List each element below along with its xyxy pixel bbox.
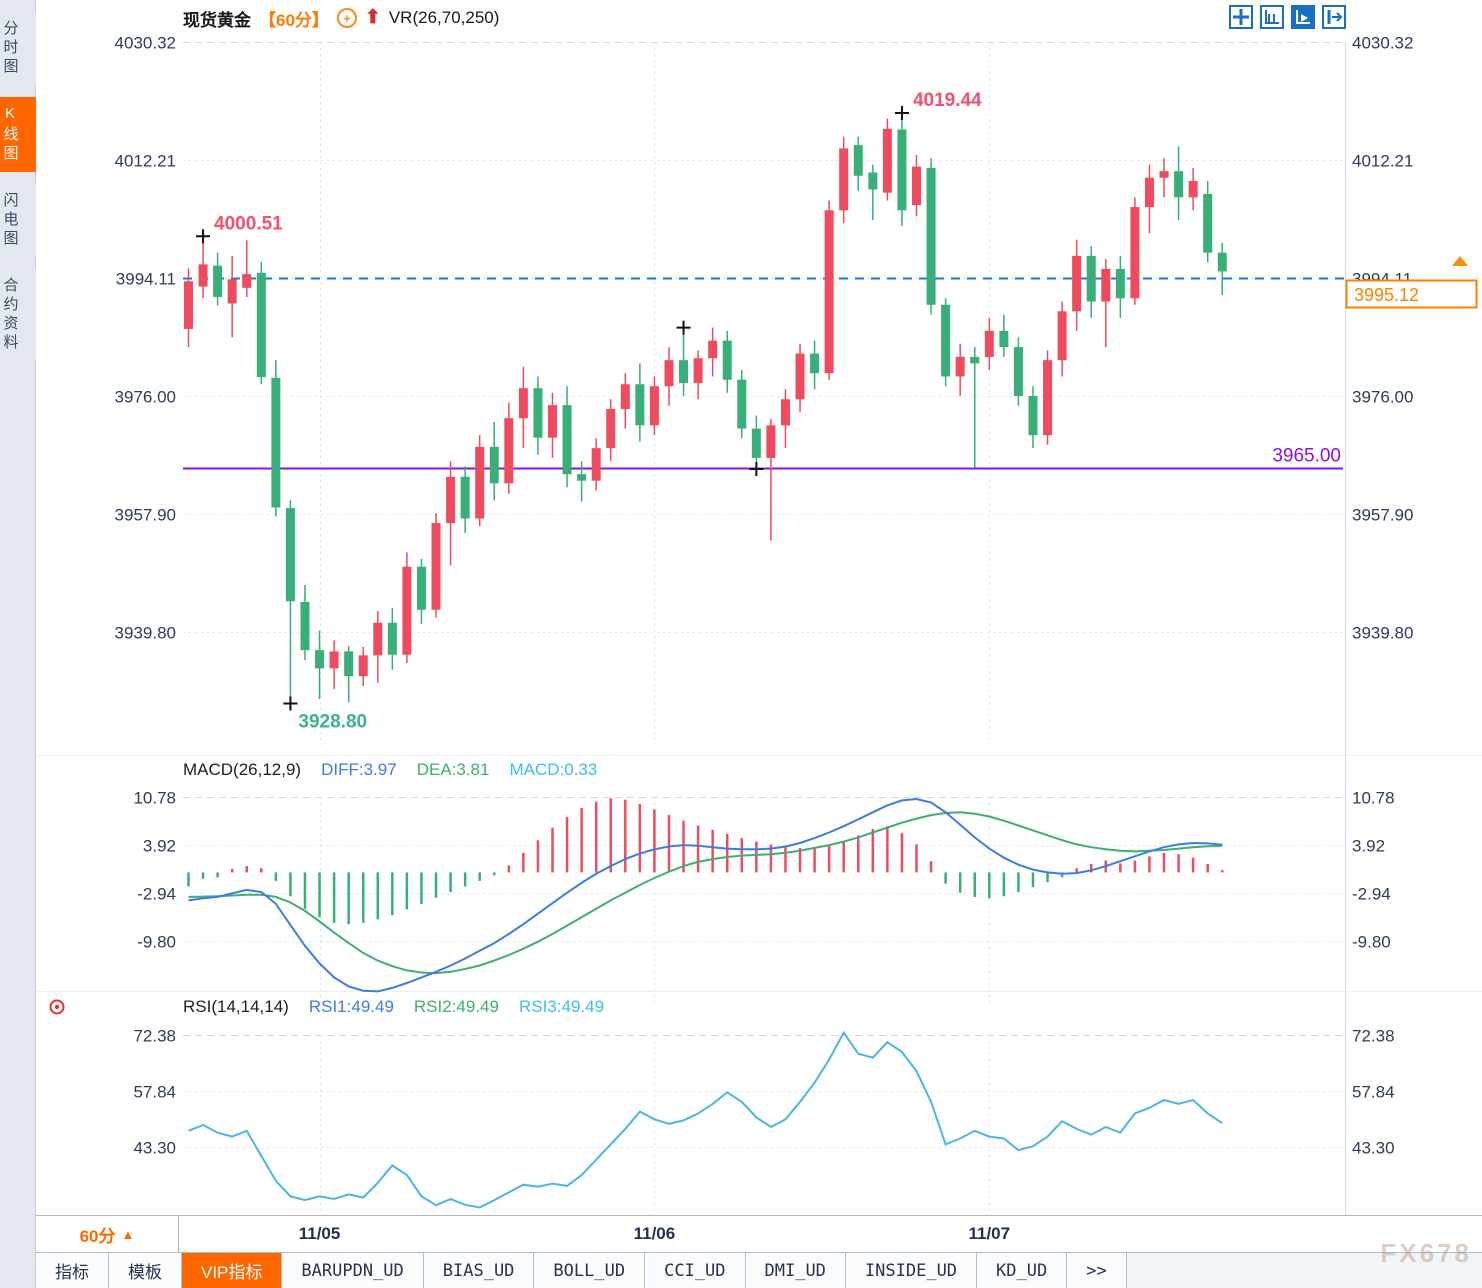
x-axis-label-2: 11/07 xyxy=(968,1224,1011,1243)
svg-text:3928.80: 3928.80 xyxy=(298,712,367,733)
chart-toolbar xyxy=(1229,5,1346,29)
svg-text:4019.44: 4019.44 xyxy=(913,90,982,111)
price-up-arrow-icon: ⬆ xyxy=(364,7,381,28)
svg-text:3939.80: 3939.80 xyxy=(1352,624,1413,643)
svg-text:57.84: 57.84 xyxy=(1352,1083,1395,1102)
chart-header: 现货黄金 【60分】 + ⬆ VR(26,70,250) xyxy=(183,5,499,31)
svg-text:-9.80: -9.80 xyxy=(1352,933,1391,952)
macd-dea-value: DEA:3.81 xyxy=(416,760,490,779)
sidebar-item-2[interactable]: 闪电图 xyxy=(0,184,36,257)
indicator-tab-6[interactable]: CCI_UD xyxy=(645,1253,746,1288)
indicator-tab-5[interactable]: BOLL_UD xyxy=(534,1253,646,1288)
indicator-tab-1[interactable]: 模板 xyxy=(109,1253,182,1288)
x-axis-label-0: 11/05 xyxy=(298,1224,341,1243)
rsi3-value: RSI3:49.49 xyxy=(518,997,605,1016)
period-selector[interactable]: 60分 ▲ xyxy=(36,1216,179,1253)
svg-text:3995.12: 3995.12 xyxy=(1354,285,1419,305)
svg-text:-2.94: -2.94 xyxy=(1352,885,1391,904)
fit-scale-icon[interactable] xyxy=(1260,5,1284,29)
watermark: FX678 xyxy=(1380,1238,1472,1268)
indicator-tab-4[interactable]: BIAS_UD xyxy=(423,1253,535,1288)
chart-type-sidebar: 分时图 K线图闪电图合约资料 xyxy=(0,0,36,1288)
svg-text:3957.90: 3957.90 xyxy=(1352,506,1413,525)
svg-text:4000.51: 4000.51 xyxy=(214,213,283,234)
current-price-tag: 3995.12 xyxy=(1345,256,1478,309)
svg-text:3.92: 3.92 xyxy=(143,837,176,856)
svg-text:3939.80: 3939.80 xyxy=(115,624,176,643)
time-axis: 60分 ▲ 11/05 11/06 11/07 xyxy=(36,1215,1482,1253)
macd-header: MACD(26,12,9) DIFF:3.97 DEA:3.81 MACD:0.… xyxy=(183,760,597,780)
pan-right-icon[interactable] xyxy=(1322,5,1346,29)
move-icon[interactable] xyxy=(1229,5,1253,29)
svg-text:3976.00: 3976.00 xyxy=(1352,388,1413,407)
svg-text:3994.11: 3994.11 xyxy=(116,270,176,289)
support-line[interactable]: 3965.00 xyxy=(183,446,1343,470)
candlestick-series xyxy=(184,112,1227,704)
indicator-tab-7[interactable]: DMI_UD xyxy=(745,1253,846,1288)
rsi-panel xyxy=(188,1030,1223,1209)
sidebar-item-3[interactable]: 合约资料 xyxy=(0,269,36,361)
macd-bar-value: MACD:0.33 xyxy=(509,760,598,779)
sidebar-item-1[interactable]: K线图 xyxy=(0,97,36,172)
indicator-tab-0[interactable]: 指标 xyxy=(36,1253,109,1288)
svg-text:3976.00: 3976.00 xyxy=(115,388,176,407)
rsi-title: RSI(14,14,14) xyxy=(183,997,289,1016)
macd-panel xyxy=(187,797,1224,993)
svg-text:4030.32: 4030.32 xyxy=(115,34,176,53)
indicator-tab-bar: 指标 模板 VIP指标 BARUPDN_UD BIAS_UD BOLL_UD CCI_UD D… xyxy=(36,1252,1482,1288)
indicator-tab-8[interactable]: INSIDE_UD xyxy=(845,1253,978,1288)
indicator-tab-3[interactable]: BARUPDN_UD xyxy=(282,1253,424,1288)
x-axis-label-1: 11/06 xyxy=(633,1224,676,1243)
svg-text:3965.00: 3965.00 xyxy=(1272,446,1341,467)
sidebar-item-0[interactable]: 分时图 xyxy=(0,12,36,85)
period-label: 60分 xyxy=(79,1226,116,1246)
rsi-header: RSI(14,14,14) RSI1:49.49 RSI2:49.49 RSI3… xyxy=(183,997,604,1017)
svg-text:4030.32: 4030.32 xyxy=(1352,34,1413,53)
svg-text:10.78: 10.78 xyxy=(1352,789,1395,808)
macd-title: MACD(26,12,9) xyxy=(183,760,302,779)
svg-text:43.30: 43.30 xyxy=(1352,1139,1395,1158)
indicator-tab-10[interactable]: >> xyxy=(1067,1253,1127,1288)
svg-text:3957.90: 3957.90 xyxy=(115,506,176,525)
indicator-tab-2[interactable]: VIP指标 xyxy=(182,1253,283,1288)
svg-text:10.78: 10.78 xyxy=(133,789,176,808)
svg-text:57.84: 57.84 xyxy=(133,1083,176,1102)
svg-text:-2.94: -2.94 xyxy=(137,885,176,904)
svg-text:3.92: 3.92 xyxy=(1352,837,1385,856)
price-annotations: 4000.51 4019.44 3928.80 xyxy=(196,90,982,733)
vr-indicator-label: VR(26,70,250) xyxy=(388,8,500,27)
macd-diff-value: DIFF:3.97 xyxy=(321,760,397,779)
crosshair-target-icon[interactable] xyxy=(48,998,66,1021)
svg-text:72.38: 72.38 xyxy=(133,1027,176,1046)
svg-text:43.30: 43.30 xyxy=(133,1139,176,1158)
auto-scale-icon[interactable] xyxy=(1291,5,1315,29)
svg-text:4012.21: 4012.21 xyxy=(115,152,176,171)
add-indicator-icon[interactable]: + xyxy=(336,8,357,28)
svg-text:4012.21: 4012.21 xyxy=(1352,152,1413,171)
indicator-tab-9[interactable]: KD_UD xyxy=(977,1253,1068,1288)
svg-text:72.38: 72.38 xyxy=(1352,1027,1395,1046)
symbol-name: 现货黄金 xyxy=(183,10,251,30)
rsi2-value: RSI2:49.49 xyxy=(413,997,499,1016)
period-caret-icon: ▲ xyxy=(121,1226,135,1242)
period-tag[interactable]: 【60分】 xyxy=(259,10,329,30)
rsi1-value: RSI1:49.49 xyxy=(308,997,394,1016)
svg-text:-9.80: -9.80 xyxy=(137,933,176,952)
